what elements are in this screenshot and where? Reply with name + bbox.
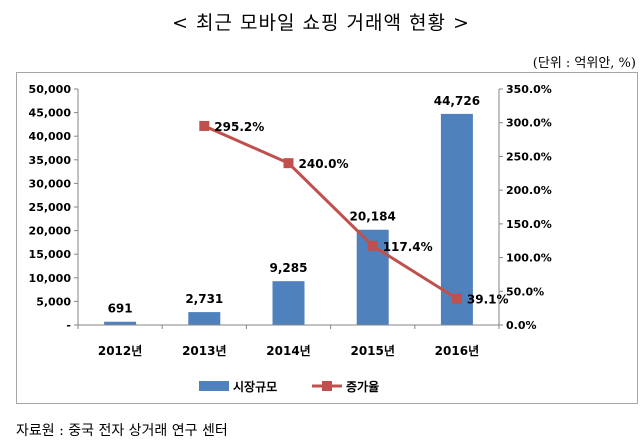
x-tick-label: 2014년: [266, 344, 310, 358]
y-left-tick-label: 20,000: [29, 225, 72, 238]
bar-data-label: 9,285: [270, 261, 308, 275]
bar-data-label: 44,726: [434, 94, 480, 108]
y-right-tick-label: 50.0%: [506, 285, 544, 298]
y-left-tick-label: 10,000: [29, 272, 72, 285]
line-point: [283, 158, 294, 169]
y-left-tick-label: 30,000: [29, 177, 72, 190]
x-tick-label: 2015년: [350, 344, 394, 358]
line-data-label: 117.4%: [383, 240, 433, 254]
legend-swatch-marker: [322, 381, 332, 391]
x-tick-label: 2016년: [435, 344, 479, 358]
bar: [188, 312, 221, 325]
bar-data-label: 20,184: [350, 210, 396, 224]
bar-data-label: 2,731: [185, 292, 223, 306]
line-data-label: 240.0%: [299, 157, 349, 171]
line-series: [203, 124, 458, 300]
line-data-label: 295.2%: [214, 120, 264, 134]
y-right-tick-label: 300.0%: [506, 117, 552, 130]
y-left-tick-label: 5,000: [36, 295, 71, 308]
legend-label: 시장규모: [233, 380, 277, 394]
y-left-tick-label: 50,000: [29, 83, 72, 96]
page-title: < 최근 모바일 쇼핑 거래액 현황 >: [172, 12, 470, 34]
y-right-tick-label: 150.0%: [506, 218, 552, 231]
line-point: [199, 120, 210, 131]
y-right-tick-label: 0.0%: [506, 319, 537, 332]
bar: [104, 321, 137, 325]
bar: [272, 281, 305, 325]
line-data-label: 39.1%: [467, 293, 509, 307]
x-tick-label: 2013년: [182, 344, 226, 358]
y-left-tick-label: 45,000: [29, 107, 72, 120]
chart-frame: [16, 72, 638, 404]
y-left-tick-label: 40,000: [29, 130, 72, 143]
source-note: 자료원 : 중국 전자 상거래 연구 센터: [16, 423, 228, 439]
y-right-tick-label: 100.0%: [506, 252, 552, 265]
unit-note: (단위 : 억위안, %): [532, 56, 636, 71]
y-left-tick-label: 15,000: [29, 248, 72, 261]
y-right-tick-label: 350.0%: [506, 83, 552, 96]
legend-swatch-bar: [199, 381, 229, 391]
bar-data-label: 691: [108, 302, 133, 316]
y-right-tick-label: 250.0%: [506, 150, 552, 163]
y-left-tick-label: 25,000: [29, 201, 72, 214]
x-tick-label: 2012년: [98, 344, 142, 358]
y-left-tick-label: 35,000: [29, 154, 72, 167]
line-point: [451, 293, 462, 304]
y-left-tick-label: -: [66, 319, 71, 332]
bar: [440, 113, 473, 325]
line-point: [367, 240, 378, 251]
y-right-tick-label: 200.0%: [506, 184, 552, 197]
legend-label: 증가율: [346, 379, 379, 394]
